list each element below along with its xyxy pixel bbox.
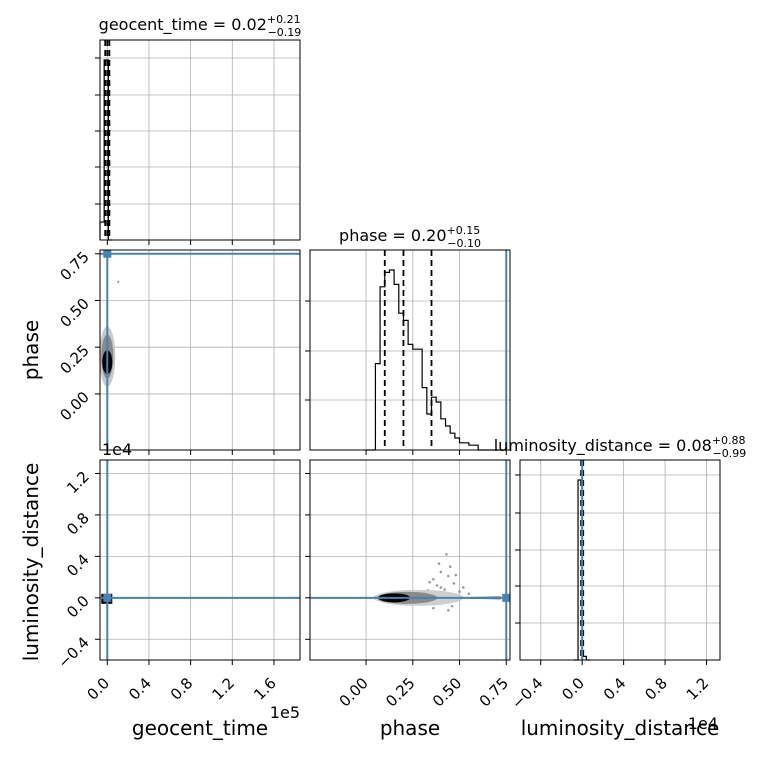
phase-y-ticklabel-2: 0.50 xyxy=(56,295,92,331)
geocent-time-x-ticklabel-3: 1.2 xyxy=(209,674,239,704)
phase-ld-scatter-point-9 xyxy=(458,590,461,593)
luminosity-distance-y-ticklabel-1: 0.0 xyxy=(63,592,93,622)
geo-ld-frame xyxy=(99,459,301,661)
phase-ylabel: phase xyxy=(19,320,43,380)
phase-title: phase = 0.20+0.15 −0.10 xyxy=(339,224,481,250)
phase-ld-scatter-point-6 xyxy=(452,582,456,585)
phase-ld-scatter-point-3 xyxy=(443,588,446,591)
luminosity-distance-x-ticklabel-1: 0.0 xyxy=(558,674,588,704)
luminosity-distance-x-ticklabel-4: 1.2 xyxy=(683,674,713,704)
phase-x-ticklabel-3: 0.75 xyxy=(476,674,512,710)
luminosity-distance-y-ticklabel-4: 1.2 xyxy=(63,468,93,498)
phase-histogram xyxy=(366,269,507,451)
phase-x-ticklabel-2: 0.50 xyxy=(429,674,465,710)
ld-hist-frame xyxy=(519,459,721,661)
luminosity-distance-x-multiplier: 1e4 xyxy=(688,714,718,733)
phase-y-ticklabel-0: 0.00 xyxy=(56,388,92,424)
phase-ld-scatter-point-10 xyxy=(432,606,435,610)
geocent-time-x-ticklabel-0: 0.0 xyxy=(84,674,114,704)
phase-ld-scatter-point-0 xyxy=(432,577,435,581)
phase-ld-scatter-point-4 xyxy=(448,565,452,569)
phase-ld-truth-marker xyxy=(502,593,511,602)
phase-hist-frame xyxy=(309,249,511,451)
geo-phase-frame xyxy=(99,249,301,451)
geocent-time-x-ticklabel-1: 0.4 xyxy=(125,674,155,704)
luminosity-distance-title: luminosity_distance = 0.08+0.88 −0.99 xyxy=(494,434,747,460)
geocent-time-histogram xyxy=(99,59,113,241)
luminosity-distance-y-ticklabel-2: 0.4 xyxy=(63,550,93,580)
geocent-time-x-ticklabel-4: 1.6 xyxy=(250,674,280,704)
phase-xlabel: phase xyxy=(380,716,440,740)
phase-ld-frame xyxy=(309,459,511,661)
geocent-time-x-multiplier: 1e5 xyxy=(270,703,300,722)
luminosity-distance-x-ticklabel-0: −0.4 xyxy=(508,674,546,712)
phase-y-ticklabel-1: 0.25 xyxy=(56,341,92,377)
phase-ld-scatter-point-7 xyxy=(437,562,441,565)
luminosity-distance-xlabel: luminosity_distance xyxy=(521,716,720,740)
geocent-time-hist-frame xyxy=(99,39,301,241)
luminosity-distance-x-ticklabel-2: 0.4 xyxy=(600,674,630,704)
phase-ld-scatter-point-8 xyxy=(447,574,450,578)
phase-ld-scatter-point-21 xyxy=(467,592,471,595)
luminosity-distance-y-multiplier: 1e4 xyxy=(102,440,132,459)
luminosity-distance-y-ticklabel-3: 0.8 xyxy=(63,509,93,539)
luminosity-distance-ylabel: luminosity_distance xyxy=(19,463,43,662)
luminosity-distance-x-ticklabel-3: 0.8 xyxy=(641,674,671,704)
phase-ld-scatter-point-2 xyxy=(435,584,439,587)
phase-ld-scatter-point-1 xyxy=(439,570,443,574)
phase-ld-scatter-point-17 xyxy=(439,586,443,589)
phase-ld-scatter-point-14 xyxy=(461,586,465,589)
geo-phase-truth-marker xyxy=(103,249,112,258)
phase-ld-scatter-point-19 xyxy=(454,573,458,577)
phase-x-ticklabel-0: 0.00 xyxy=(336,674,372,710)
phase-ld-scatter-point-20 xyxy=(447,608,450,612)
geocent-time-x-ticklabel-2: 0.8 xyxy=(167,674,197,704)
phase-ld-scatter-point-15 xyxy=(450,604,454,608)
geocent-time-xlabel: geocent_time xyxy=(132,716,268,740)
phase-ld-scatter-point-22 xyxy=(428,580,431,584)
phase-y-ticklabel-3: 0.75 xyxy=(56,248,92,284)
geo-phase-outlier xyxy=(117,280,120,283)
geo-ld-truth-marker xyxy=(103,593,112,602)
phase-x-ticklabel-1: 0.25 xyxy=(382,674,418,710)
geocent-time-title: geocent_time = 0.02+0.21 −0.19 xyxy=(99,13,302,39)
luminosity-distance-y-ticklabel-0: −0.4 xyxy=(54,633,92,671)
phase-ld-scatter-point-12 xyxy=(445,553,448,556)
